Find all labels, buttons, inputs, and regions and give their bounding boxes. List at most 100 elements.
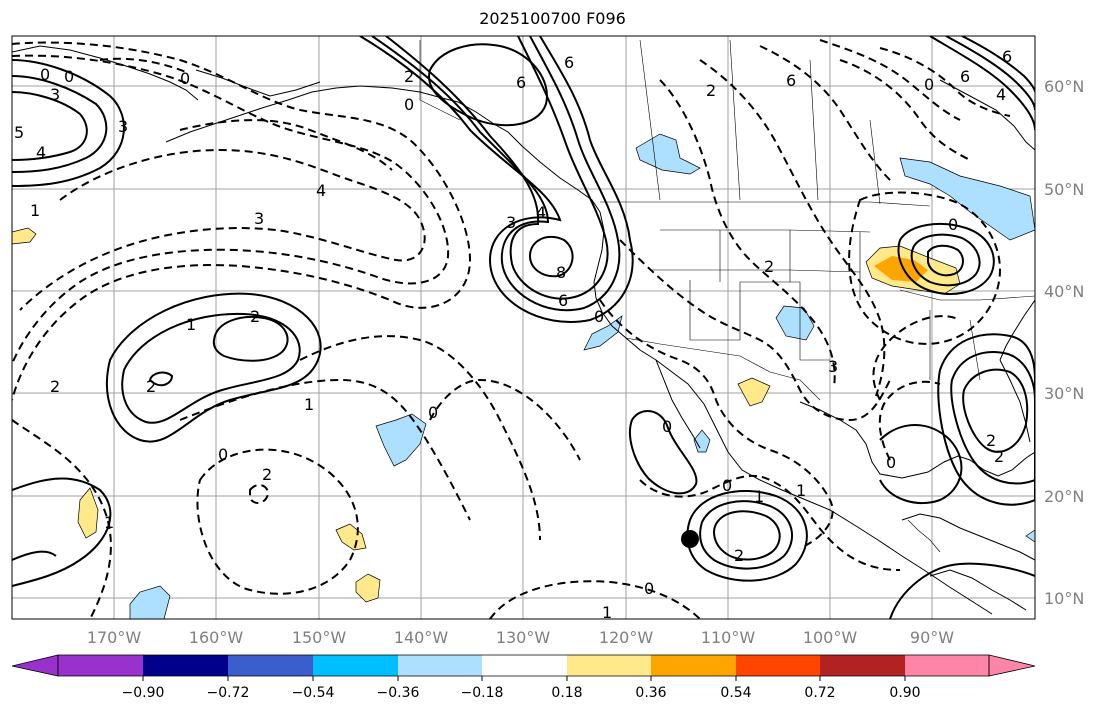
shade-blue-hudson	[899, 157, 1035, 241]
coast-gulf-alaska	[441, 97, 601, 213]
contour-label: 0	[644, 579, 654, 598]
border-states-3	[689, 280, 830, 361]
contour-solid-westlow-2	[12, 75, 108, 173]
coast-florida	[999, 359, 1031, 443]
lon-label: 150°W	[292, 628, 347, 647]
colorbar-segment	[736, 655, 820, 676]
dashed-contours	[12, 39, 1011, 619]
contour-label: 0	[886, 453, 896, 472]
contour-labels: 0 0 3 5 4 3 1 4 3 0 6 2 0 6 6 4 3 8 6 1 …	[14, 47, 1012, 622]
contour-label: 4	[996, 85, 1006, 104]
lon-label: 170°W	[87, 628, 142, 647]
contour-label: 4	[316, 181, 326, 200]
contour-solid-south-low-3	[713, 510, 781, 561]
contour-solid-gulf-low	[428, 43, 548, 127]
shade-blue-socal	[583, 315, 623, 351]
contour-label: 1	[754, 487, 764, 506]
border-provinces	[639, 39, 881, 205]
contour-dashed-mid-4	[179, 378, 471, 521]
contour-solid-west-edge	[12, 477, 112, 587]
contour-label: 8	[556, 263, 566, 282]
contour-label: 1	[602, 603, 612, 622]
contour-dashed-south-1	[489, 580, 701, 619]
contour-dashed-north-1	[12, 41, 472, 401]
colorbar-segment	[567, 655, 651, 676]
shade-yellow-sw1	[77, 487, 99, 539]
contour-dashed-east-low-3	[878, 380, 941, 461]
gridlines	[12, 36, 1035, 619]
contour-label: 0	[428, 403, 438, 422]
coast-yucatan	[901, 513, 1035, 561]
contour-dashed-mexico-1	[639, 474, 901, 571]
colorbar-tick-label: 0.54	[720, 685, 751, 701]
contour-solid-northeast	[929, 36, 1035, 131]
contour-label: 4	[536, 203, 546, 222]
contour-dashed-us-3	[659, 79, 836, 389]
borders	[419, 39, 1035, 553]
coast-alaska-peninsula	[165, 85, 443, 143]
coast-alaska-north	[195, 69, 321, 97]
lon-label: 120°W	[599, 628, 654, 647]
contour-solid-west-high-1	[106, 292, 322, 443]
shade-blue-baja	[693, 429, 711, 453]
longitude-labels: 170°W 160°W 150°W 140°W 130°W 120°W 110°…	[87, 628, 954, 647]
contour-dashed-us-4	[699, 59, 886, 397]
colorbar-segment	[482, 655, 567, 676]
contour-solid-northeast-3	[961, 36, 1035, 93]
colorbar-tick-label: −0.72	[207, 685, 250, 701]
lat-label: 60°N	[1044, 77, 1084, 96]
colorbar-segment	[820, 655, 905, 676]
contour-label: 2	[146, 377, 156, 396]
contour-label: 5	[14, 123, 24, 142]
lat-label: 30°N	[1044, 384, 1084, 403]
contour-label: 6	[516, 73, 526, 92]
lat-label: 20°N	[1044, 487, 1084, 506]
contour-label: 0	[40, 65, 50, 84]
contour-solid-greatlakes-3	[927, 244, 964, 277]
contour-solid-high-coast-3	[385, 36, 609, 300]
colorbar-segment	[313, 655, 398, 676]
colorbar-segment	[58, 655, 143, 676]
contour-dashed-mid-3	[249, 484, 270, 504]
contour-label: 1	[104, 513, 114, 532]
colorbar-extend-max	[988, 654, 1036, 677]
coast-gulf-mexico	[799, 401, 1035, 479]
contour-solid-yucatan	[879, 424, 963, 505]
contour-dashed-us-5	[759, 45, 891, 181]
contour-dashed-us-1	[599, 299, 834, 549]
colorbar-tick-label: −0.36	[377, 685, 420, 701]
coast-bc-wa-or-ca	[593, 211, 993, 615]
contour-dashed-us-2	[619, 239, 891, 422]
lon-label: 160°W	[189, 628, 244, 647]
lon-label: 140°W	[394, 628, 449, 647]
shade-yellow-west-edge	[12, 227, 37, 245]
contour-label: 3	[828, 357, 838, 376]
contour-dashed-mid-5	[299, 335, 541, 541]
contour-dashed-north-4	[179, 119, 393, 171]
border-east-states	[899, 289, 1035, 381]
contour-label: 2	[986, 431, 996, 450]
contour-solid-westlow-3	[12, 91, 88, 161]
coast-east	[999, 299, 1035, 361]
border-states-2	[650, 269, 861, 273]
contour-label: 1	[304, 395, 314, 414]
colorbar-tick-label: −0.18	[461, 685, 504, 701]
colorbar-tick-label: 0.72	[804, 685, 835, 701]
colorbar-tick-label: 0.36	[635, 685, 666, 701]
contour-solid-west-high-4	[148, 371, 174, 387]
contour-label: 0	[180, 69, 190, 88]
contour-label: 6	[1002, 47, 1012, 66]
shade-blue-arizona	[775, 305, 815, 341]
contour-dashed-east-low-2	[872, 315, 961, 401]
shade-yellow-sw3	[355, 573, 381, 603]
map-title: 2025100700 F096	[479, 9, 626, 28]
shade-blue-south	[129, 585, 171, 619]
contour-label: 4	[36, 143, 46, 162]
contour-solid-southeast	[889, 562, 1035, 619]
coast-hudson	[939, 79, 1035, 151]
contour-dashed-north-3	[19, 148, 426, 311]
colorbar-segment	[651, 655, 736, 676]
contour-solid-greatlakes-2	[910, 233, 981, 287]
colorbar-tick-label: 0.90	[889, 685, 920, 701]
